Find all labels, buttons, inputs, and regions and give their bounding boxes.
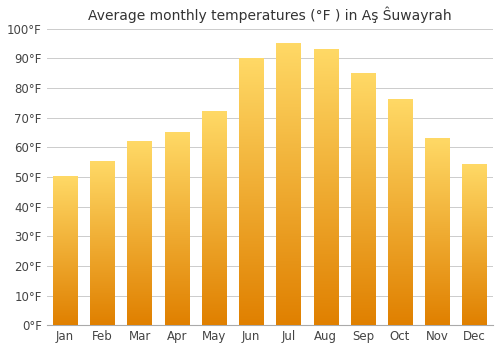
Bar bbox=[462, 165, 486, 325]
Bar bbox=[425, 139, 450, 325]
Bar bbox=[388, 100, 412, 325]
Bar bbox=[350, 73, 375, 325]
Bar bbox=[164, 133, 189, 325]
Bar bbox=[276, 44, 300, 325]
Title: Average monthly temperatures (°F ) in Aş Ŝuwayrah: Average monthly temperatures (°F ) in Aş… bbox=[88, 7, 452, 23]
Bar bbox=[90, 162, 114, 325]
Bar bbox=[239, 58, 264, 325]
Bar bbox=[128, 141, 152, 325]
Bar bbox=[53, 177, 78, 325]
Bar bbox=[202, 112, 226, 325]
Bar bbox=[314, 50, 338, 325]
